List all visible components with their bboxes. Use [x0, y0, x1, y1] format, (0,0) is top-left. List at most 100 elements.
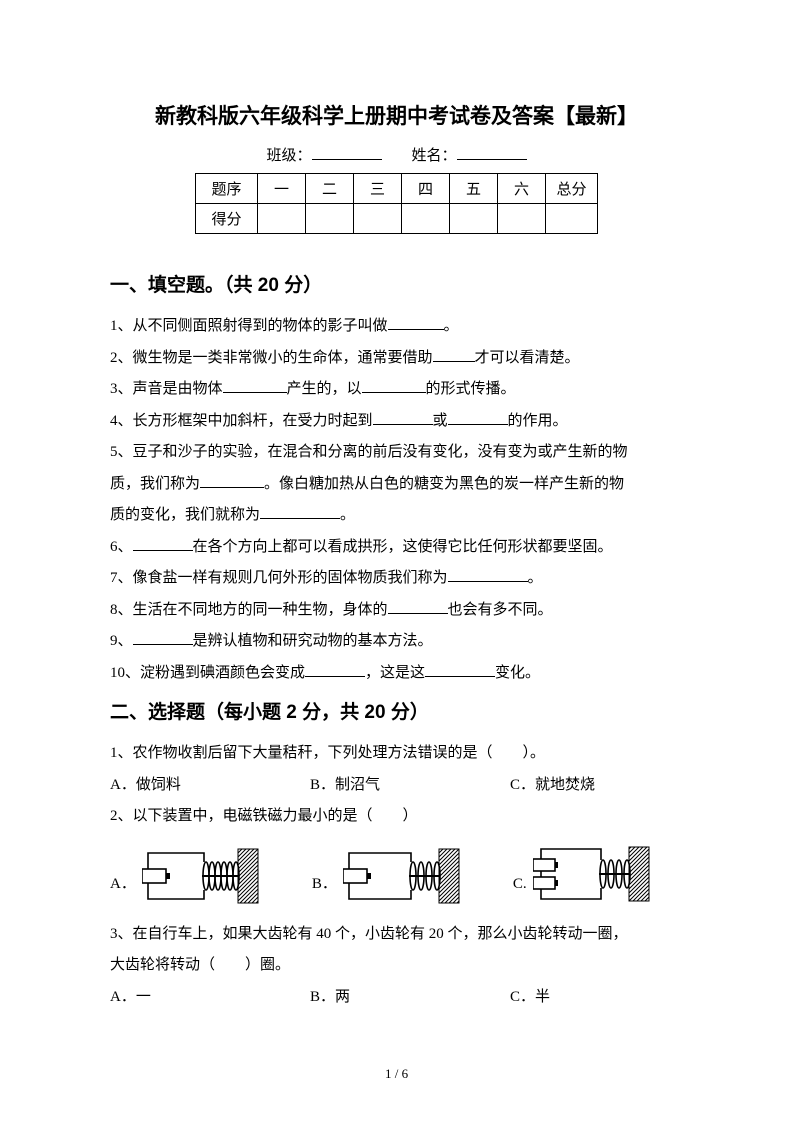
text: 的作用。 [508, 413, 568, 429]
score-table-wrap: 题序 一 二 三 四 五 六 总分 得分 [110, 173, 683, 234]
blank[interactable] [362, 378, 426, 393]
name-label: 姓名： [412, 148, 457, 164]
diagram-b-cell: B． [312, 845, 463, 907]
blank[interactable] [133, 630, 193, 645]
text: 5、豆子和沙子的实验，在混合和分离的前后没有变化，没有变为或产生新的物 [110, 444, 628, 460]
electromagnet-diagram-a [142, 845, 262, 907]
score-cell[interactable] [402, 204, 450, 234]
option-a[interactable]: A．一 [110, 982, 310, 1014]
s1-q8: 8、生活在不同地方的同一种生物，身体的 也会有多不同。 [110, 595, 683, 627]
score-cell[interactable] [546, 204, 598, 234]
text: 。 [340, 507, 355, 523]
blank[interactable] [260, 504, 340, 519]
s2-q3-stem2: 大齿轮将转动（ ）圈。 [110, 950, 683, 982]
text: 。 [528, 570, 543, 586]
text: 或 [433, 413, 448, 429]
text: 9、 [110, 633, 133, 649]
option-b-label[interactable]: B． [312, 872, 337, 907]
blank[interactable] [448, 567, 528, 582]
text: 的形式传播。 [426, 381, 516, 397]
col-2: 二 [306, 174, 354, 204]
blank[interactable] [433, 347, 475, 362]
score-cell[interactable] [450, 204, 498, 234]
option-a-label[interactable]: A． [110, 872, 136, 907]
text: 质的变化，我们就称为 [110, 507, 260, 523]
text: 8、生活在不同地方的同一种生物，身体的 [110, 602, 388, 618]
row2-label: 得分 [196, 204, 258, 234]
blank[interactable] [305, 662, 365, 677]
electromagnet-diagram-c [533, 841, 653, 907]
s1-q5-l1: 5、豆子和沙子的实验，在混合和分离的前后没有变化，没有变为或产生新的物 [110, 437, 683, 469]
class-blank[interactable] [312, 145, 382, 160]
electromagnet-diagram-b [343, 845, 463, 907]
text: 质，我们称为 [110, 476, 200, 492]
text: 。 [444, 318, 459, 334]
text: 是辨认植物和研究动物的基本方法。 [193, 633, 433, 649]
option-b[interactable]: B．制沼气 [310, 770, 510, 802]
option-c-label[interactable]: C. [513, 876, 527, 907]
score-cell[interactable] [354, 204, 402, 234]
blank[interactable] [448, 410, 508, 425]
text: 。像白糖加热从白色的糖变为黑色的炭一样产生新的物 [264, 476, 624, 492]
diagram-c-cell: C. [513, 841, 653, 907]
option-c[interactable]: C．就地焚烧 [510, 770, 660, 802]
option-a[interactable]: A．做饲料 [110, 770, 310, 802]
s1-q2: 2、微生物是一类非常微小的生命体，通常要借助 才可以看清楚。 [110, 343, 683, 375]
page-footer: 1 / 6 [0, 1066, 793, 1082]
text: 才可以看清楚。 [475, 350, 580, 366]
page-sep: / [391, 1066, 401, 1081]
s1-q6: 6、 在各个方向上都可以看成拱形，这使得它比任何形状都要坚固。 [110, 532, 683, 564]
text: 10、淀粉遇到碘酒颜色会变成 [110, 665, 305, 681]
blank[interactable] [373, 410, 433, 425]
option-b[interactable]: B．两 [310, 982, 510, 1014]
s2-q3-options: A．一 B．两 C．半 [110, 982, 683, 1014]
blank[interactable] [223, 378, 287, 393]
s1-q5-l3: 质的变化，我们就称为 。 [110, 500, 683, 532]
s1-q5-l2: 质，我们称为 。像白糖加热从白色的糖变为黑色的炭一样产生新的物 [110, 469, 683, 501]
s1-q10: 10、淀粉遇到碘酒颜色会变成 ，这是这 变化。 [110, 658, 683, 690]
text: 产生的，以 [287, 381, 362, 397]
text: 2、微生物是一类非常微小的生命体，通常要借助 [110, 350, 433, 366]
s2-q3-stem1: 3、在自行车上，如果大齿轮有 40 个，小齿轮有 20 个，那么小齿轮转动一圈， [110, 919, 683, 951]
text: 6、 [110, 539, 133, 555]
meta-line: 班级： 姓名： [110, 144, 683, 165]
name-blank[interactable] [457, 145, 527, 160]
s2-q1-options: A．做饲料 B．制沼气 C．就地焚烧 [110, 770, 683, 802]
text: 在各个方向上都可以看成拱形，这使得它比任何形状都要坚固。 [193, 539, 613, 555]
option-c[interactable]: C．半 [510, 982, 660, 1014]
text: 变化。 [495, 665, 540, 681]
page-title: 新教科版六年级科学上册期中考试卷及答案【最新】 [110, 100, 683, 130]
text: 4、长方形框架中加斜杆，在受力时起到 [110, 413, 373, 429]
s1-q9: 9、 是辨认植物和研究动物的基本方法。 [110, 626, 683, 658]
s1-q4: 4、长方形框架中加斜杆，在受力时起到 或 的作用。 [110, 406, 683, 438]
col-total: 总分 [546, 174, 598, 204]
text: 7、像食盐一样有规则几何外形的固体物质我们称为 [110, 570, 448, 586]
col-5: 五 [450, 174, 498, 204]
score-cell[interactable] [306, 204, 354, 234]
score-cell[interactable] [258, 204, 306, 234]
blank[interactable] [200, 473, 264, 488]
class-label: 班级： [266, 148, 311, 164]
table-row: 题序 一 二 三 四 五 六 总分 [196, 174, 598, 204]
text: 1、从不同侧面照射得到的物体的影子叫做 [110, 318, 388, 334]
blank[interactable] [388, 599, 448, 614]
score-table: 题序 一 二 三 四 五 六 总分 得分 [195, 173, 598, 234]
text: 也会有多不同。 [448, 602, 553, 618]
section1-heading: 一、填空题。（共 20 分） [110, 270, 683, 297]
table-row: 得分 [196, 204, 598, 234]
text: 3、声音是由物体 [110, 381, 223, 397]
text: ，这是这 [365, 665, 425, 681]
s2-q2-diagrams: A． [110, 841, 683, 907]
section2-heading: 二、选择题（每小题 2 分，共 20 分） [110, 697, 683, 724]
blank[interactable] [133, 536, 193, 551]
col-6: 六 [498, 174, 546, 204]
s1-q3: 3、声音是由物体 产生的，以 的形式传播。 [110, 374, 683, 406]
blank[interactable] [388, 315, 444, 330]
row1-label: 题序 [196, 174, 258, 204]
page-total: 6 [402, 1066, 409, 1081]
diagram-a-cell: A． [110, 845, 262, 907]
score-cell[interactable] [498, 204, 546, 234]
blank[interactable] [425, 662, 495, 677]
col-4: 四 [402, 174, 450, 204]
page: 新教科版六年级科学上册期中考试卷及答案【最新】 班级： 姓名： 题序 一 二 三… [0, 0, 793, 1122]
